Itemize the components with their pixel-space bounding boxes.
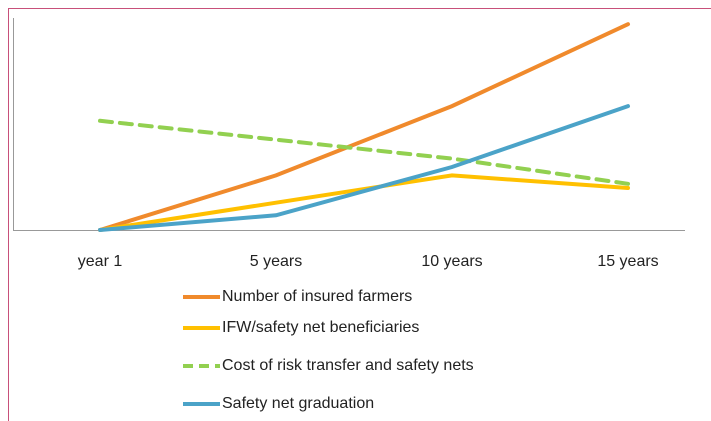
series-line [98, 173, 630, 232]
series-line [98, 118, 630, 186]
series-line [98, 22, 630, 232]
legend-label: IFW/safety net beneficiaries [222, 319, 419, 336]
x-tick-label: 5 years [250, 253, 302, 270]
x-tick-label: 15 years [597, 253, 658, 270]
legend-label: Cost of risk transfer and safety nets [222, 357, 474, 374]
legend-label: Safety net graduation [222, 395, 374, 412]
x-tick-label: 10 years [421, 253, 482, 270]
series-line [98, 104, 630, 232]
legend-label: Number of insured farmers [222, 288, 412, 305]
x-tick-label: year 1 [78, 253, 123, 270]
